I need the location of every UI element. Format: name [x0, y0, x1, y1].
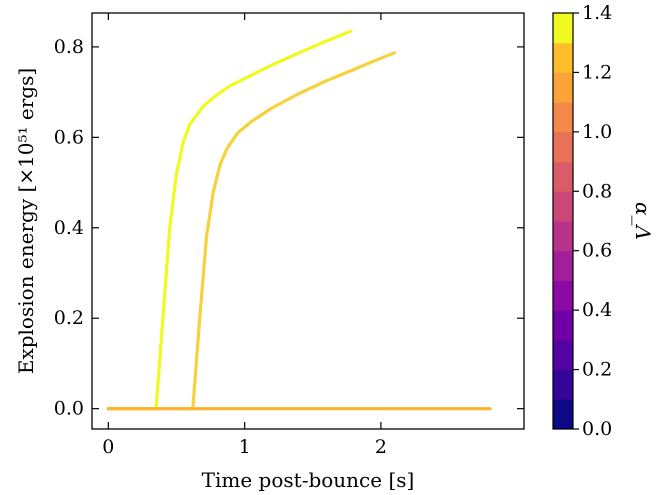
- colorbar-segment: [553, 42, 573, 73]
- x-tick-label: 0: [102, 436, 114, 458]
- x-tick-label: 2: [375, 436, 387, 458]
- plot-area: [91, 12, 525, 430]
- y-tick-label: 0.4: [54, 217, 84, 239]
- colorbar-segment: [553, 339, 573, 371]
- colorbar-tick-label: 1.4: [582, 2, 612, 24]
- x-axis-ticks: 0 1 2: [102, 13, 387, 458]
- y-axis-label: Explosion energy [×10⁵¹ ergs]: [14, 68, 38, 374]
- colorbar-segment: [553, 191, 573, 222]
- x-axis-label: Time post-bounce [s]: [202, 468, 415, 492]
- y-axis-ticks: 0.0 0.2 0.4 0.6 0.8: [54, 36, 524, 420]
- colorbar-segment: [553, 161, 573, 192]
- colorbar-segment: [553, 399, 573, 430]
- series-layer: [106, 29, 492, 411]
- colorbar-tick-label: 0.6: [582, 240, 612, 262]
- series-line-2: [106, 51, 397, 411]
- colorbar-segment: [553, 72, 573, 103]
- colorbar-segment: [553, 310, 573, 341]
- colorbar-segment: [553, 250, 573, 281]
- colorbar-segment: [553, 131, 573, 163]
- y-tick-label: 0.2: [54, 307, 84, 329]
- y-tick-label: 0.6: [54, 126, 84, 148]
- colorbar-tick-label: 0.0: [582, 418, 612, 440]
- colorbar-tick-label: 1.2: [582, 61, 612, 83]
- colorbar-tick-label: 0.8: [582, 180, 612, 202]
- colorbar-frame: [552, 12, 574, 430]
- y-tick-label: 0.0: [54, 398, 84, 420]
- colorbar-label: α_Λ: [631, 202, 655, 240]
- colorbar-segment: [553, 369, 573, 400]
- x-tick-label: 1: [239, 436, 251, 458]
- colorbar-tick-label: 0.4: [582, 299, 612, 321]
- colorbar: [553, 13, 573, 430]
- y-tick-label: 0.8: [54, 36, 84, 58]
- colorbar-ticks: 0.0 0.2 0.4 0.6 0.8 1.0 1.2 1.4: [573, 2, 612, 440]
- colorbar-tick-label: 0.2: [582, 359, 612, 381]
- series-line-1: [106, 29, 353, 411]
- colorbar-segment: [553, 280, 573, 311]
- colorbar-segment: [553, 221, 573, 252]
- colorbar-tick-label: 1.0: [582, 121, 612, 143]
- colorbar-segment: [553, 102, 573, 133]
- colorbar-segment: [553, 13, 573, 44]
